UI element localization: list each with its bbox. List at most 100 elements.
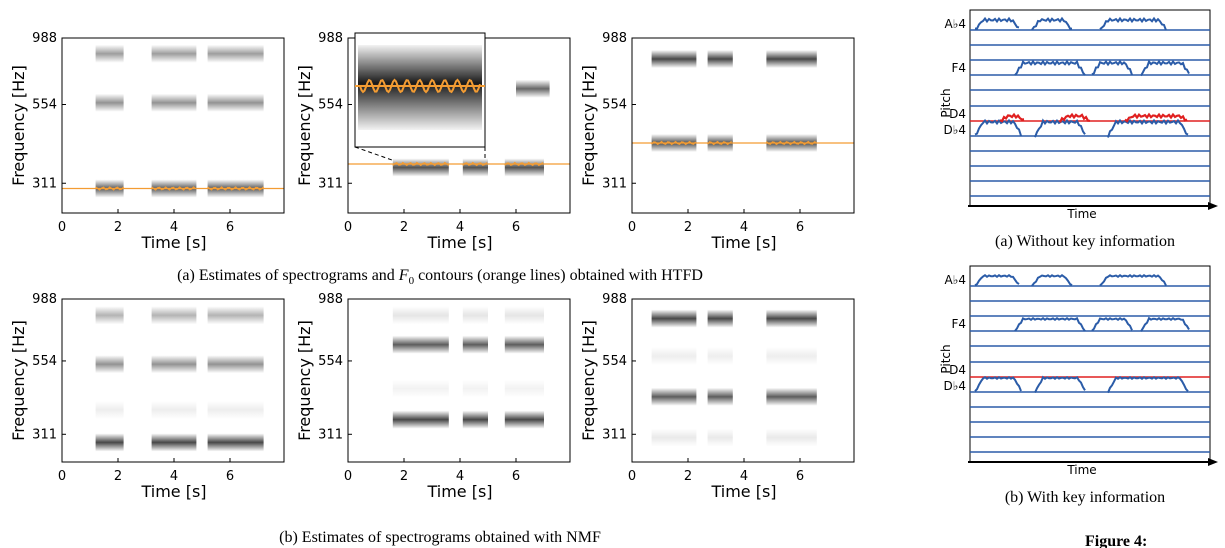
spectral-band [95, 355, 124, 374]
y-tick-label: 311 [318, 176, 343, 191]
pitch-label: A♭4 [944, 273, 966, 287]
caption-text: (a) Estimates of spectrograms and [177, 267, 399, 284]
pitch-label: D♭4 [943, 379, 966, 393]
y-axis-label: Pitch [939, 344, 953, 373]
f0-contour [504, 161, 544, 167]
spectral-band [462, 410, 488, 429]
x-tick-label: 0 [58, 220, 66, 235]
pitch-contour [1091, 316, 1133, 332]
x-axis-label: Time [s] [140, 482, 206, 501]
spectral-band [207, 433, 264, 452]
spectral-band [151, 93, 197, 112]
spectral-band [504, 410, 544, 429]
spectral-band [707, 428, 733, 447]
x-tick-label: 0 [344, 469, 352, 484]
f0-contour [151, 186, 196, 191]
x-tick-label: 4 [740, 220, 748, 235]
spectral-band [207, 355, 264, 374]
y-tick-label: 988 [602, 292, 627, 307]
x-axis-label: Time [s] [426, 482, 492, 501]
spectral-band [651, 347, 697, 366]
pitch-contour-red [1124, 112, 1188, 123]
y-tick-label: 311 [602, 176, 627, 191]
spectral-band [392, 306, 449, 325]
x-axis-label: Time [s] [426, 233, 492, 252]
y-tick-label: 554 [32, 98, 57, 113]
zoom-line [354, 146, 393, 161]
spectral-band [516, 79, 550, 98]
pitch-contour [1099, 16, 1167, 31]
f0-contour [207, 186, 264, 191]
caption-text: contours (orange lines) obtained with HT… [414, 267, 703, 284]
plot-frame [347, 298, 571, 463]
y-tick-label: 311 [32, 176, 57, 191]
f0-contour [95, 186, 125, 191]
pitch-label: D♭4 [943, 123, 966, 137]
spectral-band [151, 44, 197, 63]
pitch-contour [1014, 59, 1086, 76]
x-tick-label: 4 [456, 220, 464, 235]
x-tick-label: 6 [226, 469, 234, 484]
f0-contour [462, 161, 488, 167]
x-tick-label: 4 [740, 469, 748, 484]
x-tick-label: 2 [684, 220, 692, 235]
x-axis-label: Time [1066, 463, 1096, 477]
spectral-band [95, 400, 124, 419]
spectral-band [95, 93, 124, 112]
spectral-band [766, 347, 817, 366]
y-tick-label: 988 [32, 31, 57, 46]
x-axis-label: Time [s] [710, 482, 776, 501]
y-tick-label: 554 [318, 354, 343, 369]
plot-frame [61, 298, 285, 463]
spectral-band [766, 309, 817, 328]
x-tick-label: 6 [512, 469, 520, 484]
x-tick-label: 0 [58, 469, 66, 484]
pitch-contour-red [1059, 112, 1091, 123]
y-tick-label: 311 [32, 427, 57, 442]
pitch-label: A♭4 [944, 17, 966, 31]
x-tick-label: 2 [114, 220, 122, 235]
arrow-head [1208, 202, 1218, 210]
spectral-band [207, 306, 264, 325]
pitch-contour [1034, 375, 1086, 394]
pitch-contour [1140, 59, 1190, 77]
spectral-band [462, 306, 488, 325]
pitch-contour [1031, 273, 1073, 287]
pitch-contour [1107, 118, 1189, 138]
x-axis-label: Time [1066, 207, 1096, 221]
spectral-band [151, 400, 197, 419]
footer: Figure 4: [1085, 533, 1147, 548]
x-tick-label: 6 [226, 220, 234, 235]
spectral-band [651, 387, 697, 406]
x-tick-label: 0 [344, 220, 352, 235]
plot-frame [631, 37, 855, 214]
spectral-band [151, 433, 197, 452]
x-tick-label: 2 [400, 220, 408, 235]
plot-frame [631, 298, 855, 463]
spectral-band [392, 379, 449, 398]
x-tick-label: 4 [170, 469, 178, 484]
pitch-contour [1014, 316, 1086, 332]
pitch-contour [1107, 375, 1189, 394]
pitch-contour [974, 273, 1020, 287]
caption-subscript: 0 [409, 275, 415, 287]
x-tick-label: 2 [114, 469, 122, 484]
spectral-band [392, 335, 449, 354]
x-axis-label: Time [s] [140, 233, 206, 252]
y-axis-label: Frequency [Hz] [579, 320, 598, 441]
spectral-band [707, 347, 733, 366]
pitch-contour [1031, 16, 1073, 31]
pitch-label: F4 [951, 317, 966, 331]
pitch-label: D4 [949, 107, 966, 121]
y-axis-label: Frequency [Hz] [579, 65, 598, 186]
spectral-band [207, 400, 264, 419]
y-tick-label: 311 [318, 427, 343, 442]
spectral-band [504, 306, 544, 325]
y-tick-label: 988 [318, 31, 343, 46]
arrow-head [1208, 458, 1218, 466]
caption: (a) Without key information [995, 233, 1175, 250]
y-tick-label: 554 [32, 354, 57, 369]
spectral-band [207, 93, 264, 112]
pitch-contour-red [999, 112, 1025, 123]
spectral-band [462, 158, 488, 177]
